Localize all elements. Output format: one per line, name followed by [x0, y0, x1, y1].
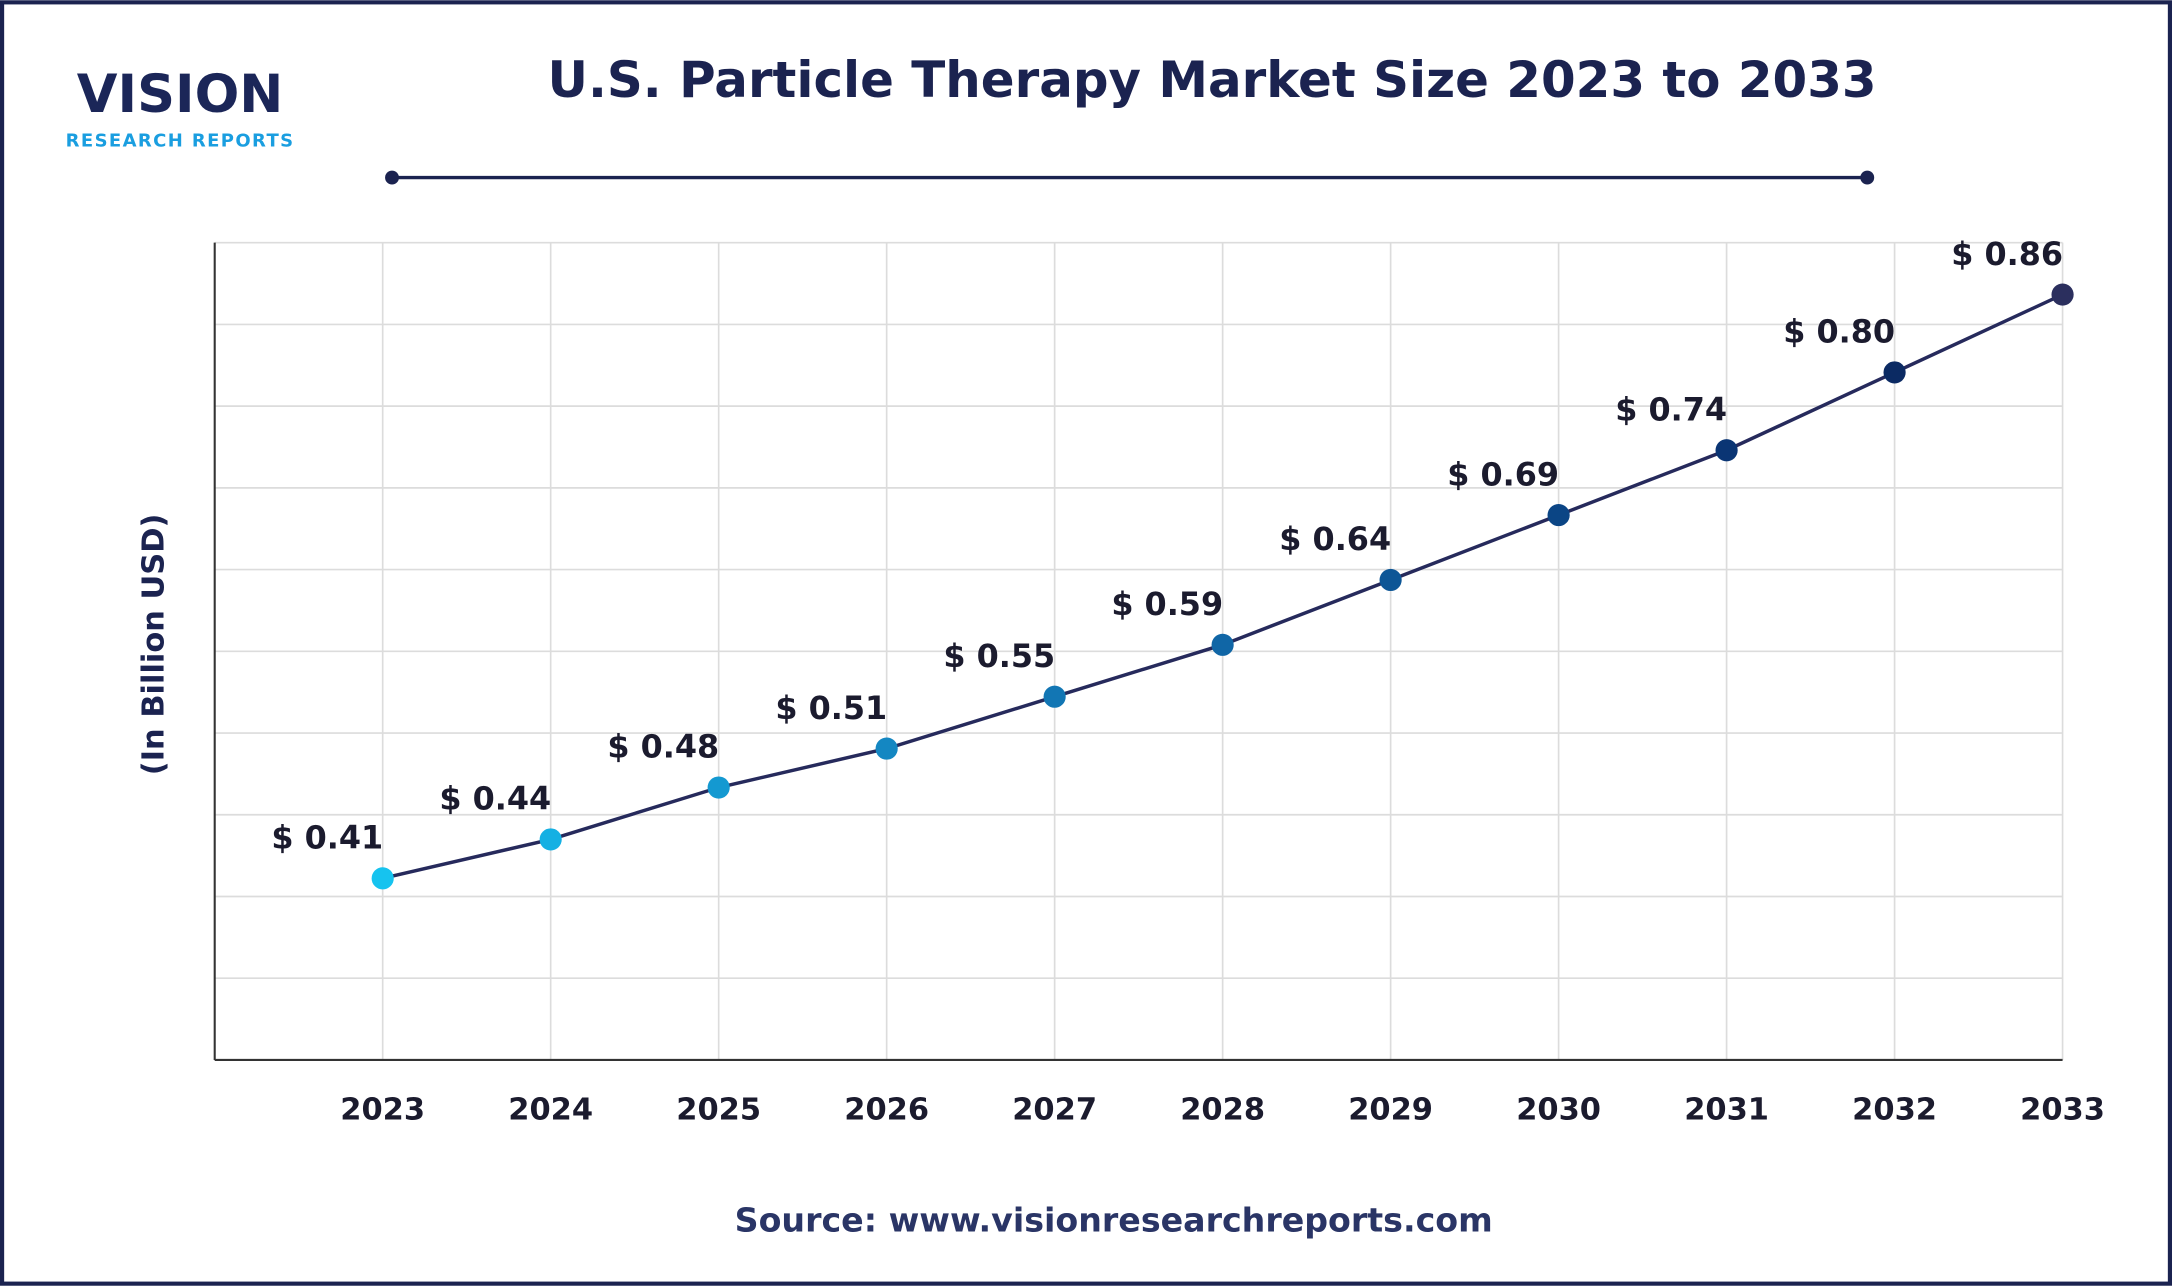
- rule-dot: [385, 170, 399, 185]
- data-label: $ 0.69: [1447, 455, 1559, 493]
- x-tick-label: 2023: [340, 1093, 425, 1128]
- point: [875, 737, 898, 760]
- data-label: $ 0.80: [1783, 313, 1895, 351]
- point: [1883, 361, 1906, 384]
- point: [2051, 283, 2074, 306]
- data-label: $ 0.64: [1279, 520, 1391, 558]
- x-tick-label: 2024: [508, 1093, 593, 1128]
- point: [1211, 633, 1234, 656]
- x-tick-label: 2026: [844, 1093, 929, 1128]
- data-label: $ 0.41: [271, 819, 383, 857]
- x-tick-label: 2027: [1012, 1093, 1097, 1128]
- data-label: $ 0.59: [1111, 585, 1223, 623]
- x-tick-label: 2025: [676, 1093, 761, 1128]
- x-tick-label: 2031: [1684, 1093, 1769, 1128]
- x-tick-label: 2030: [1516, 1093, 1601, 1128]
- x-tick-label: 2032: [1852, 1093, 1937, 1128]
- y-axis-label: (In Billion USD): [137, 514, 172, 776]
- source: Source: www.visionresearchreports.com: [735, 1201, 1493, 1240]
- data-label: $ 0.48: [607, 728, 719, 766]
- data-label: $ 0.74: [1615, 390, 1727, 428]
- x-tick-label: 2029: [1348, 1093, 1433, 1128]
- data-label: $ 0.44: [439, 780, 551, 818]
- logo-name: VISION: [77, 64, 284, 125]
- point: [1379, 568, 1402, 592]
- point: [1547, 504, 1570, 527]
- point: [539, 828, 562, 851]
- x-tick-label: 2033: [2020, 1093, 2105, 1128]
- point: [371, 867, 394, 890]
- point: [707, 776, 730, 799]
- x-tick-label: 2028: [1180, 1093, 1265, 1128]
- data-label: $ 0.86: [1951, 235, 2063, 273]
- chart-title: U.S. Particle Therapy Market Size 2023 t…: [547, 51, 1876, 109]
- rule-dot: [1860, 170, 1875, 185]
- data-label: $ 0.55: [943, 637, 1055, 675]
- point: [1715, 439, 1738, 462]
- data-label: $ 0.51: [775, 689, 887, 727]
- logo-tagline: RESEARCH REPORTS: [66, 131, 295, 152]
- point: [1043, 685, 1066, 708]
